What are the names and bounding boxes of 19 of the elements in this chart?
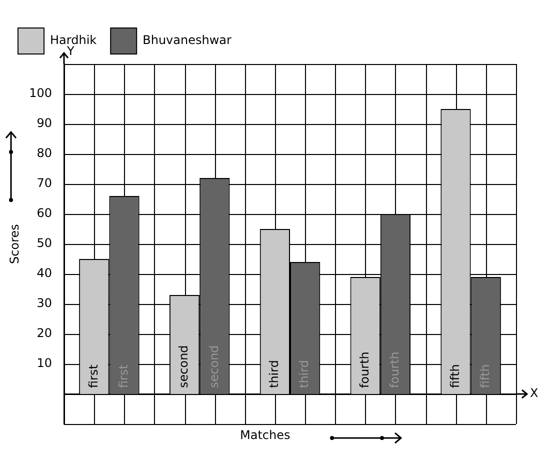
x-tick-label: fourth: [357, 352, 372, 388]
y-tick-label: 20: [36, 326, 52, 340]
text: X: [530, 386, 538, 400]
y-tick-label: 10: [36, 356, 52, 370]
y-axis-title: Scores: [7, 224, 22, 264]
y-tick-label: 70: [36, 176, 52, 190]
legend-label: Bhuvaneshwar: [142, 33, 232, 48]
y-tick-label: 90: [36, 116, 52, 130]
x-tick-label: third: [267, 360, 282, 388]
y-tick-label: 100: [29, 86, 52, 100]
y-tick-label: 80: [36, 146, 52, 160]
x-tick-label: first: [86, 364, 100, 388]
y-tick-label: 30: [36, 296, 52, 310]
x-tick-label: second: [176, 345, 191, 388]
y-tick-label: 50: [36, 236, 52, 250]
x-tick-label: fifth: [448, 364, 462, 388]
y-tick-label: 60: [36, 206, 52, 220]
y-tick-label: 40: [36, 266, 52, 280]
x-axis-title: Matches: [240, 428, 290, 442]
